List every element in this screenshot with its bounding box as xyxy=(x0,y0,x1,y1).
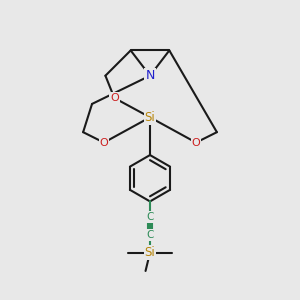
Text: C: C xyxy=(146,230,154,240)
Text: O: O xyxy=(192,138,200,148)
Text: C: C xyxy=(146,212,154,222)
Text: Si: Si xyxy=(145,111,155,124)
Text: O: O xyxy=(100,138,108,148)
Text: Si: Si xyxy=(145,246,155,259)
Text: O: O xyxy=(110,93,119,103)
Text: N: N xyxy=(145,69,155,82)
